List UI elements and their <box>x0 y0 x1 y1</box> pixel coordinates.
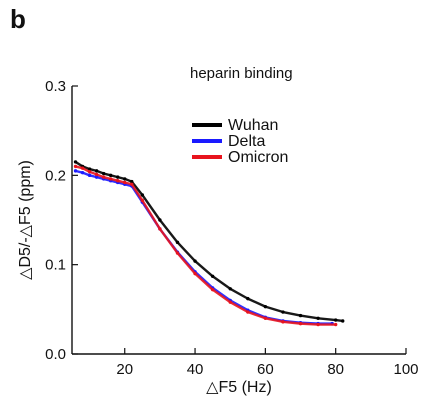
data-point <box>228 287 232 291</box>
y-tick-label: 0.1 <box>45 257 66 274</box>
series-wuhan <box>73 160 345 323</box>
data-point <box>140 198 145 203</box>
data-point <box>193 259 197 263</box>
series-line <box>75 169 333 325</box>
data-point <box>246 310 250 314</box>
data-point <box>80 166 85 170</box>
y-tick-label: 0.0 <box>45 346 66 363</box>
axes: 20 40 60 80 100 0.0 0.1 0.2 0.3 <box>45 78 418 378</box>
data-point <box>80 170 85 175</box>
data-point <box>158 227 162 231</box>
series-delta <box>73 169 334 326</box>
data-point <box>94 169 99 173</box>
data-point <box>94 172 99 177</box>
data-point <box>73 160 78 164</box>
data-point <box>108 173 113 178</box>
data-point <box>123 180 127 185</box>
y-tick-label: 0.2 <box>45 167 66 184</box>
data-point <box>263 316 268 320</box>
data-point <box>341 319 345 323</box>
x-tick-label: 60 <box>257 361 274 378</box>
data-point <box>130 182 134 186</box>
chart-annotation: heparin binding <box>190 65 293 82</box>
series-line <box>74 160 343 323</box>
data-point <box>140 193 145 197</box>
data-point <box>158 218 162 222</box>
series-omicron <box>73 164 338 327</box>
panel-label: b <box>10 4 26 34</box>
data-point <box>281 320 285 324</box>
data-point <box>263 304 268 309</box>
data-point <box>281 310 285 314</box>
data-point <box>228 300 232 304</box>
data-point <box>316 322 320 327</box>
x-tick-label: 20 <box>116 361 133 378</box>
data-point <box>116 175 120 179</box>
data-point <box>87 173 92 178</box>
data-point <box>246 296 250 301</box>
data-point <box>101 171 106 176</box>
x-tick-label: 40 <box>187 361 204 378</box>
data-point <box>333 322 338 327</box>
data-point <box>123 177 127 181</box>
data-point <box>101 175 106 179</box>
data-point <box>193 271 197 276</box>
data-point <box>87 167 92 171</box>
data-point <box>94 175 99 179</box>
data-point <box>73 169 78 173</box>
data-point <box>73 164 78 169</box>
series-layer <box>73 160 345 327</box>
legend-label: Omicron <box>228 149 288 166</box>
data-point <box>298 313 303 318</box>
data-point <box>130 179 134 184</box>
data-point <box>175 240 180 245</box>
y-tick-label: 0.3 <box>45 78 66 95</box>
data-point <box>108 177 113 181</box>
data-point <box>210 287 215 292</box>
data-point <box>175 251 180 255</box>
data-point <box>333 318 338 322</box>
x-tick-label: 100 <box>393 361 418 378</box>
data-point <box>316 316 320 320</box>
series-line <box>75 165 336 326</box>
legend-label: Wuhan <box>228 117 278 134</box>
legend-label: Delta <box>228 133 265 150</box>
data-point <box>87 170 92 174</box>
data-point <box>210 274 215 278</box>
y-axis-label: △D5/-△F5 (ppm) <box>17 160 34 280</box>
data-point <box>116 178 120 183</box>
x-axis-label: △F5 (Hz) <box>206 379 272 396</box>
x-tick-label: 80 <box>327 361 344 378</box>
data-point <box>298 321 303 326</box>
